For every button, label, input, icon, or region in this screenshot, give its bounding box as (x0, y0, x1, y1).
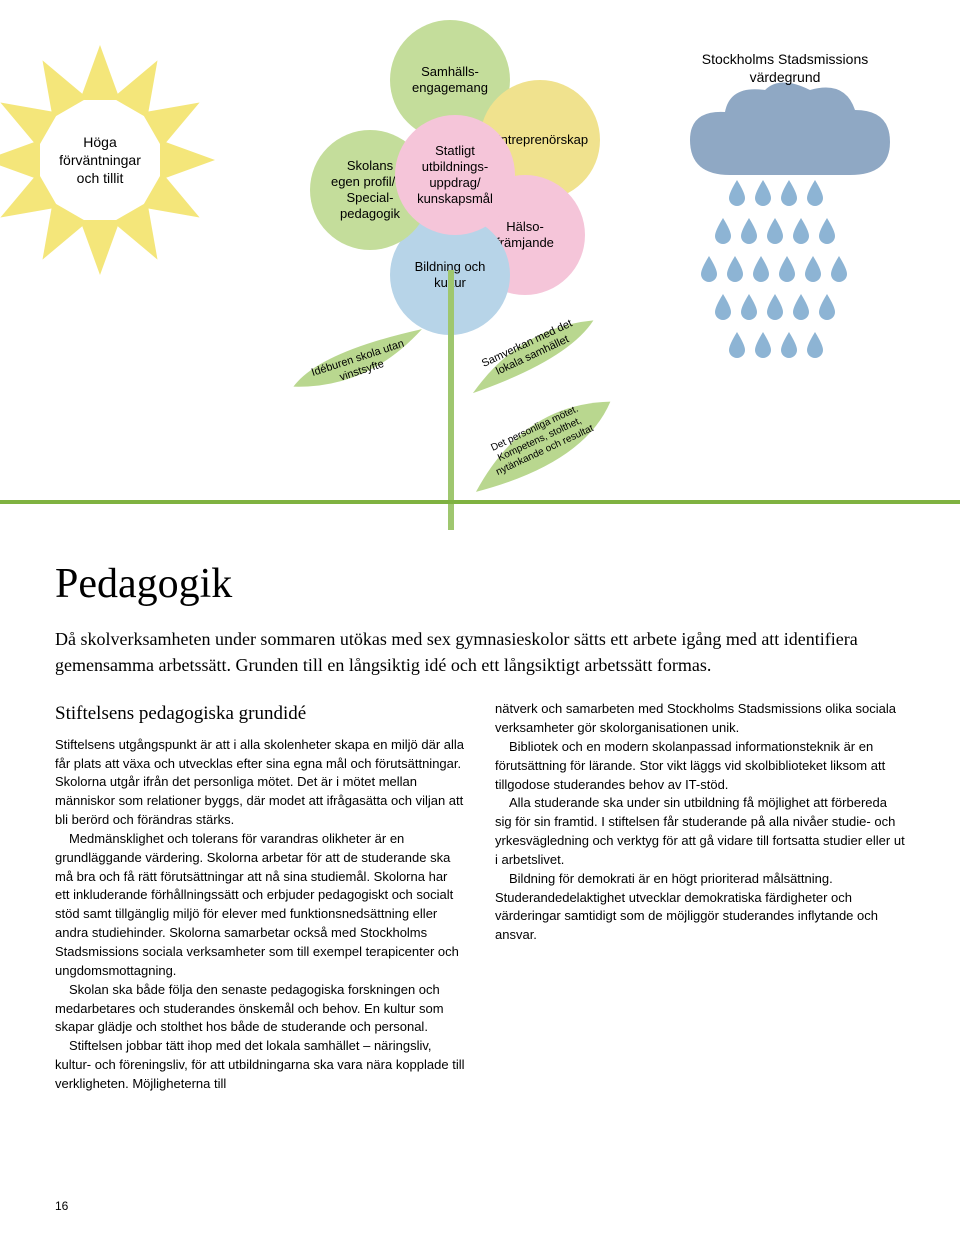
body-paragraph: Alla studerande ska under sin utbildning… (495, 794, 905, 869)
column-right: nätverk och samarbeten med Stockholms St… (495, 700, 905, 1094)
page-number: 16 (55, 1199, 68, 1213)
body-paragraph: nätverk och samarbeten med Stockholms St… (495, 700, 905, 738)
cloud-icon (685, 80, 895, 190)
rain-row (700, 180, 900, 206)
leaf-left: Idéburen skola utanvinstsyfte (286, 320, 435, 411)
rain-graphic (700, 180, 900, 370)
flower-graphic: Samhälls-engagemang Entreprenörskap Häls… (300, 20, 600, 500)
raindrop-icon (728, 180, 746, 206)
raindrop-icon (778, 256, 796, 282)
rain-row (700, 218, 900, 244)
raindrop-icon (740, 218, 758, 244)
body-paragraph: Stiftelsens utgångspunkt är att i alla s… (55, 736, 465, 830)
sun-label: Högaförväntningaroch tillit (35, 95, 165, 225)
intro-text: Då skolverksamheten under sommaren utöka… (55, 626, 905, 678)
body-paragraph: Stiftelsen jobbar tätt ihop med det loka… (55, 1037, 465, 1094)
raindrop-icon (766, 218, 784, 244)
rain-row (700, 294, 900, 320)
raindrop-icon (714, 294, 732, 320)
column-left: Stiftelsens pedagogiska grundidé Stiftel… (55, 700, 465, 1094)
raindrop-icon (740, 294, 758, 320)
raindrop-icon (792, 294, 810, 320)
stem (448, 270, 454, 530)
diagram-area: Högaförväntningaroch tillit Samhälls-eng… (0, 0, 960, 530)
rain-row (700, 332, 900, 358)
raindrop-icon (700, 256, 718, 282)
raindrop-icon (726, 256, 744, 282)
raindrop-icon (754, 180, 772, 206)
ground-line (0, 500, 960, 504)
raindrop-icon (792, 218, 810, 244)
cloud-graphic: Stockholms Stadsmissionsvärdegrund (670, 20, 930, 180)
raindrop-icon (766, 294, 784, 320)
raindrop-icon (780, 332, 798, 358)
raindrop-icon (818, 218, 836, 244)
raindrop-icon (818, 294, 836, 320)
raindrop-icon (754, 332, 772, 358)
petal-center: Statligtutbildnings-uppdrag/kunskapsmål (395, 115, 515, 235)
subheading: Stiftelsens pedagogiska grundidé (55, 700, 465, 728)
sun-graphic: Högaförväntningaroch tillit (0, 30, 230, 290)
raindrop-icon (728, 332, 746, 358)
content-area: Pedagogik Då skolverksamheten under somm… (0, 560, 960, 1094)
cloud-label: Stockholms Stadsmissionsvärdegrund (685, 50, 885, 86)
raindrop-icon (830, 256, 848, 282)
body-paragraph: Medmänsklighet och tolerans för varandra… (55, 830, 465, 981)
page-heading: Pedagogik (55, 560, 905, 608)
body-paragraph: Bildning för demokrati är en högt priori… (495, 870, 905, 945)
columns: Stiftelsens pedagogiska grundidé Stiftel… (55, 700, 905, 1094)
raindrop-icon (714, 218, 732, 244)
body-paragraph: Bibliotek och en modern skolanpassad inf… (495, 738, 905, 795)
raindrop-icon (806, 180, 824, 206)
raindrop-icon (806, 332, 824, 358)
raindrop-icon (804, 256, 822, 282)
rain-row (700, 256, 900, 282)
body-paragraph: Skolan ska både följa den senaste pedago… (55, 981, 465, 1038)
raindrop-icon (752, 256, 770, 282)
raindrop-icon (780, 180, 798, 206)
